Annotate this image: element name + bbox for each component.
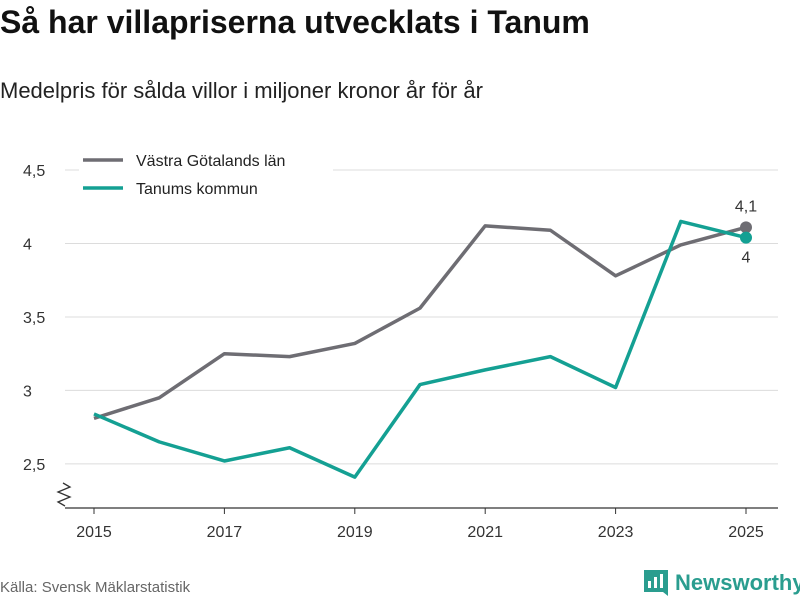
legend-background [79,150,333,172]
source-note: Källa: Svensk Mäklarstatistik [0,579,191,596]
series-line-1 [93,219,747,479]
series-end-point-0 [740,221,752,234]
legend-background [79,178,333,200]
y-tick-label: 4,5 [23,163,45,180]
axis-break-icon [56,482,72,507]
y-tick-label: 3,5 [23,310,45,327]
chart-title: Så har villapriserna utvecklats i Tanum [0,4,590,40]
brand-logo: Newsworthy [644,570,800,596]
legend-label-0: Västra Götalands län [136,153,285,170]
x-tick-label: 2021 [467,524,503,541]
x-tick-label: 2017 [207,524,243,541]
series-end-label-1: 4 [742,250,751,267]
bar-chart-logo-icon [644,570,668,596]
brand-name: Newsworthy [675,570,800,595]
x-tick-label: 2019 [337,524,373,541]
legend-label-1: Tanums kommun [136,181,258,198]
y-tick-label: 3 [23,383,32,400]
x-tick-label: 2015 [76,524,112,541]
series-end-point-1 [740,231,752,244]
series-line-0 [93,224,747,421]
y-tick-label: 2,5 [23,457,45,474]
chart-subtitle: Medelpris för sålda villor i miljoner kr… [0,78,483,103]
x-tick-label: 2025 [728,524,764,541]
x-tick-label: 2023 [598,524,634,541]
series-end-label-0: 4,1 [735,198,757,215]
y-tick-label: 4 [23,236,32,253]
